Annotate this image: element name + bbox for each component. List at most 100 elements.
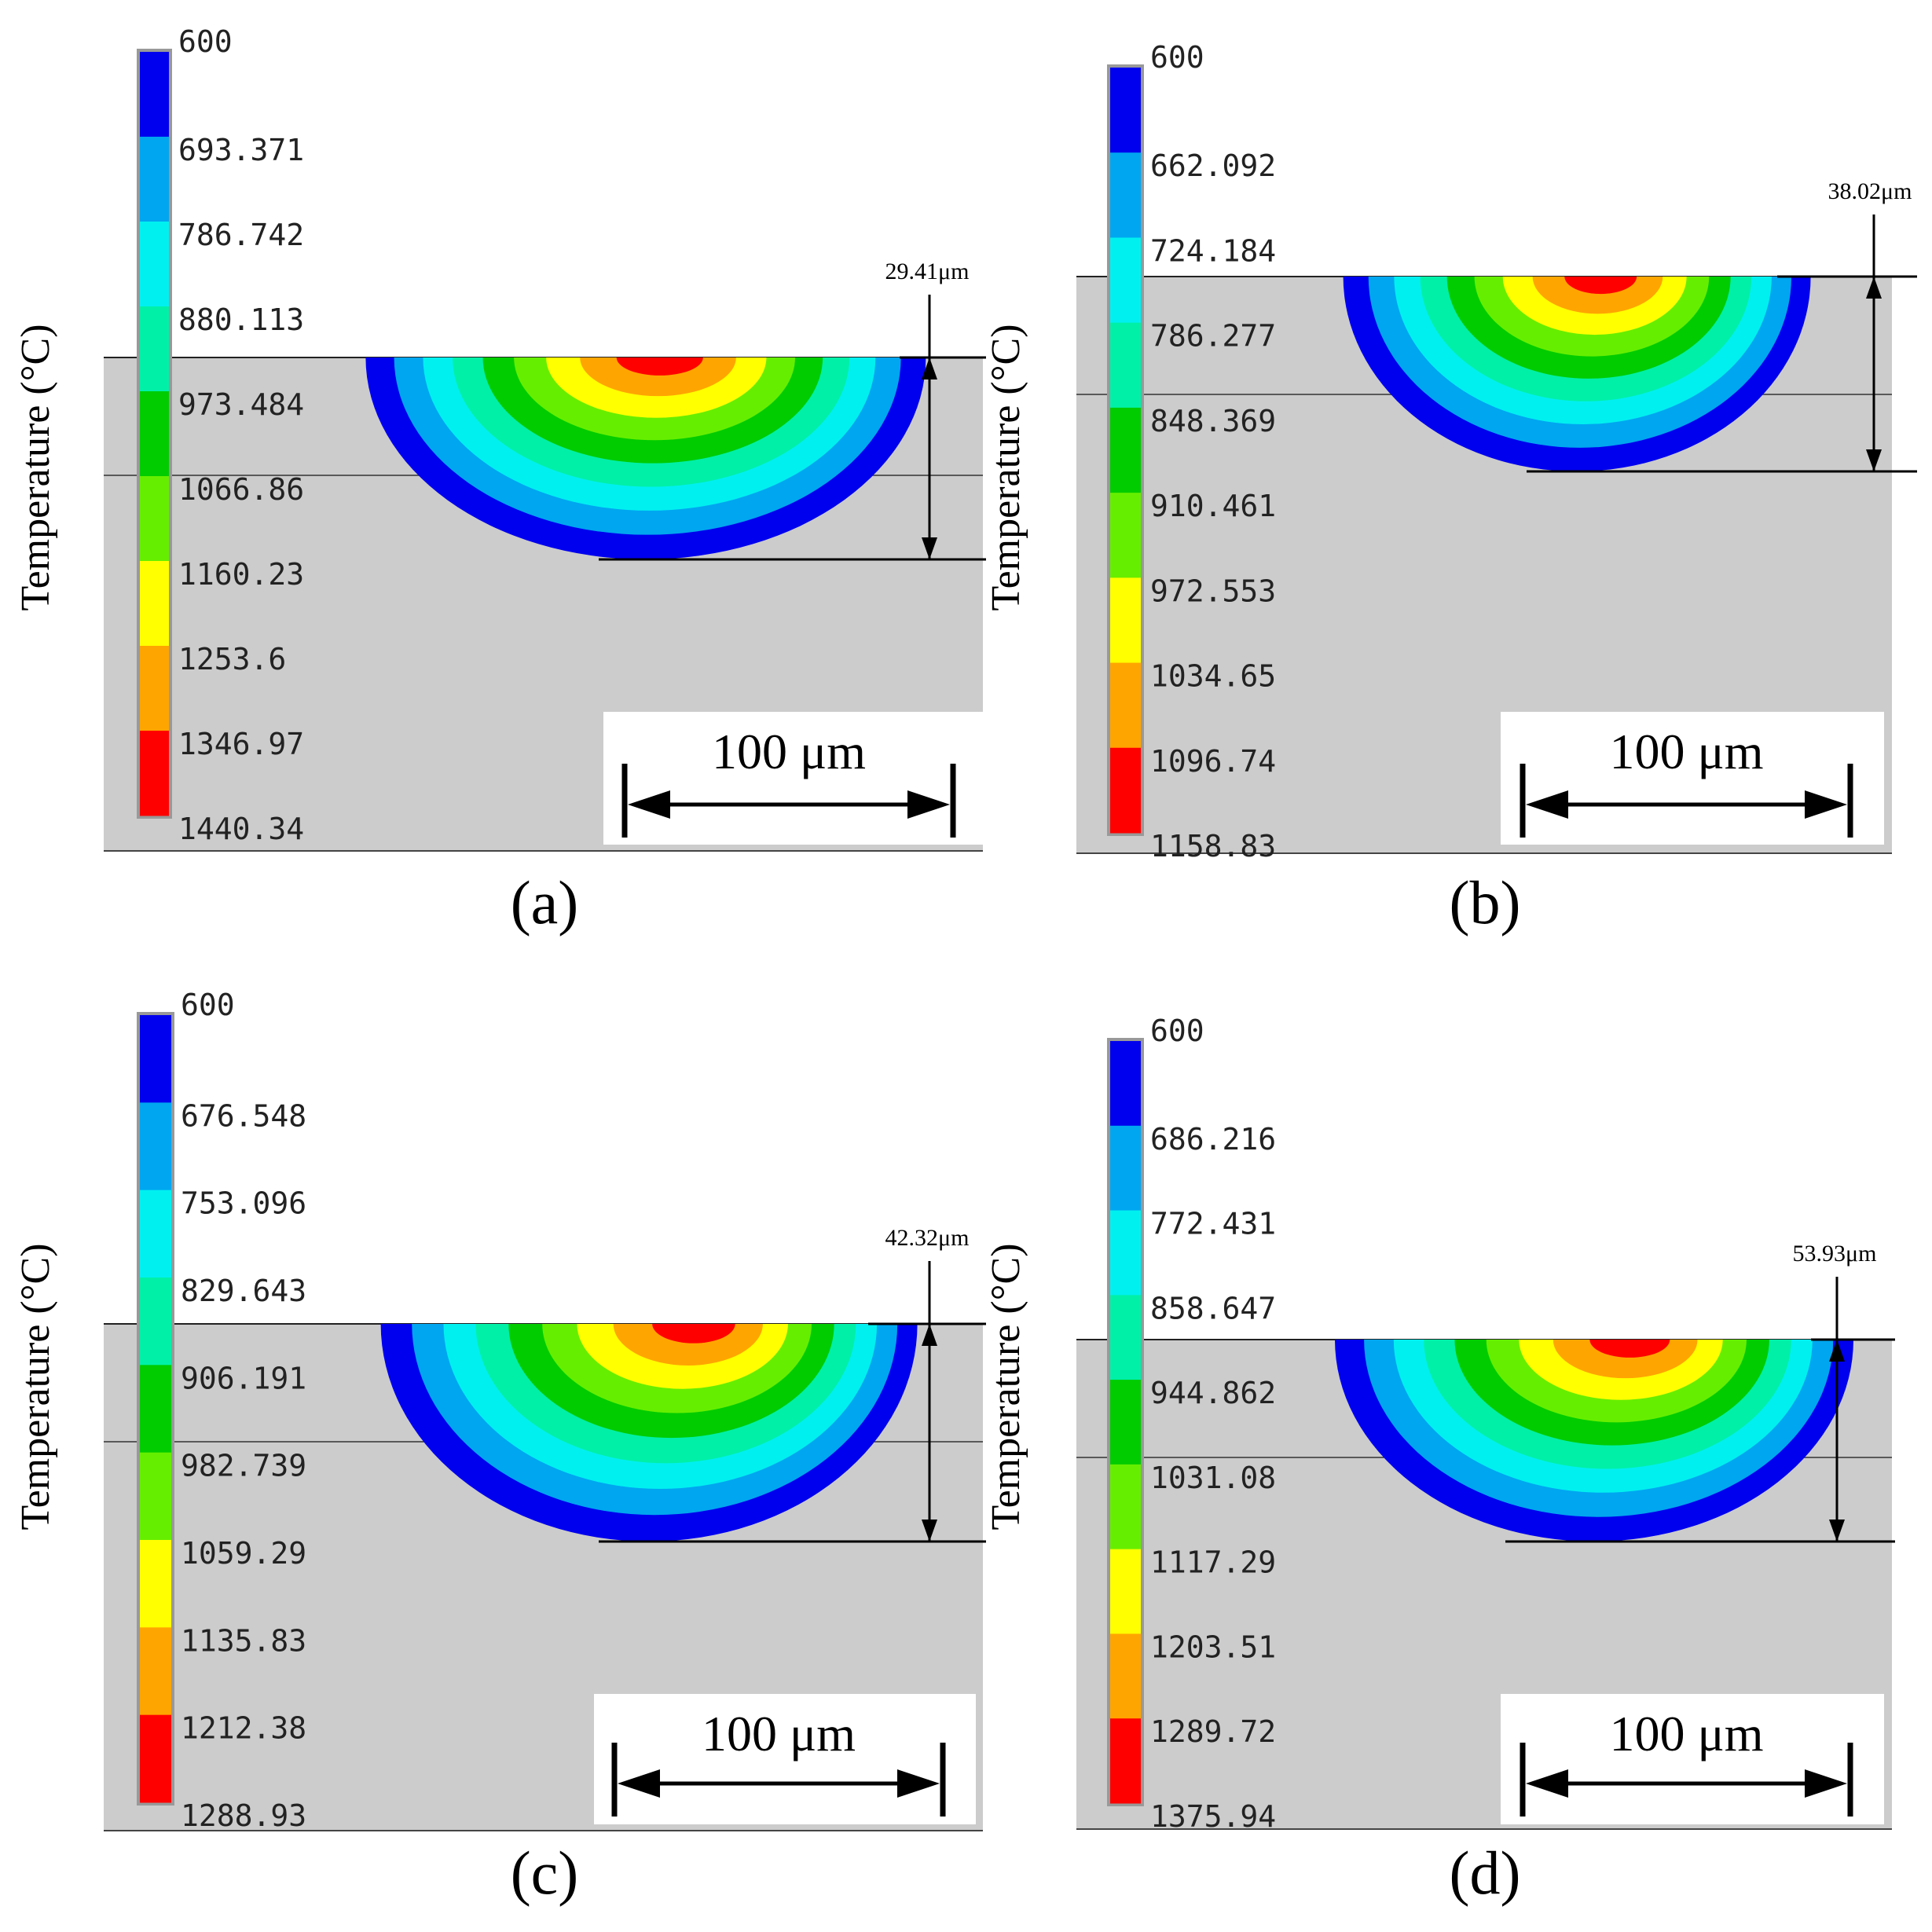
legend-tick-label: 1375.94 (1150, 1799, 1276, 1834)
legend-swatch (140, 1714, 171, 1803)
temperature-axis-label: Temperature (°C) (13, 1243, 58, 1530)
melt-pool-contour (1564, 277, 1637, 295)
depth-arrow-head-down (1866, 449, 1882, 471)
legend-tick-label: 858.647 (1150, 1291, 1276, 1325)
legend-tick-label: 973.484 (178, 387, 304, 422)
panel-label: (c) (511, 1839, 579, 1907)
legend-tick-label: 1440.34 (178, 812, 304, 846)
legend-swatch (140, 1365, 171, 1454)
panel-label: (b) (1450, 868, 1521, 937)
legend-swatch (1110, 1464, 1141, 1550)
melt-pool-contour (580, 357, 736, 397)
legend-tick-label: 1059.29 (181, 1536, 306, 1571)
melt-depth-label: 42.32μm (885, 1225, 970, 1251)
melt-depth-label: 53.93μm (1793, 1241, 1877, 1267)
legend-tick-label: 1034.65 (1150, 659, 1276, 694)
legend-tick-label: 772.431 (1150, 1207, 1276, 1241)
panel-b: 600 662.092 724.184 786.277 848.369 910.461 97… (984, 40, 1917, 937)
legend-swatch (1110, 322, 1141, 409)
legend-swatch (140, 391, 169, 477)
legend-tick-label: 972.553 (1150, 574, 1276, 608)
legend-swatch (140, 1452, 171, 1541)
scale-bar-arrow-right (1805, 790, 1847, 819)
legend-swatch (1110, 1549, 1141, 1634)
scale-bar-label: 100 μm (712, 724, 866, 779)
legend-tick-label: 600 (178, 24, 233, 59)
legend-tick-label: 1289.72 (1150, 1714, 1276, 1749)
scale-bar-arrow-left (628, 790, 670, 819)
scale-bar-box (603, 712, 984, 845)
legend-tick-label: 906.191 (181, 1361, 306, 1395)
legend-tick-label: 1203.51 (1150, 1630, 1276, 1664)
legend-tick-label: 1066.86 (178, 472, 304, 507)
scale-bar-box (594, 1694, 976, 1824)
scale-bar-label: 100 μm (1609, 724, 1763, 779)
legend-swatch (140, 1627, 171, 1716)
legend-swatch (1110, 493, 1141, 578)
panel-a: 600 693.371 786.742 880.113 973.484 1066.86 11… (13, 24, 986, 937)
legend-tick-label: 982.739 (181, 1449, 306, 1483)
scale-bar-label: 100 μm (1609, 1706, 1763, 1762)
legend-tick-label: 1212.38 (181, 1711, 306, 1746)
legend-tick-label: 1160.23 (178, 557, 304, 592)
legend-swatch (1110, 152, 1141, 238)
legend-swatch (140, 1190, 171, 1278)
panel-label: (a) (511, 868, 579, 937)
legend-swatch (1110, 237, 1141, 324)
legend-swatch (140, 646, 169, 731)
legend-swatch (1110, 1380, 1141, 1465)
legend-swatch (140, 137, 169, 222)
legend-tick-label: 880.113 (178, 302, 304, 337)
legend-swatch (140, 52, 169, 137)
legend-swatch (140, 731, 169, 816)
panel-c: 600 676.548 753.096 829.643 906.191 982.739 10… (13, 988, 986, 1907)
legend-tick-label: 1158.83 (1150, 829, 1276, 863)
scale-bar-arrow-right (907, 790, 950, 819)
legend-tick-label: 600 (1150, 1014, 1204, 1048)
legend-swatch (1110, 1633, 1141, 1719)
scale-bar-label: 100 μm (702, 1706, 856, 1762)
temperature-axis-label: Temperature (°C) (13, 324, 58, 610)
melt-pool-contour (652, 1324, 735, 1344)
legend-tick-label: 786.277 (1150, 319, 1276, 354)
legend-swatch (140, 222, 169, 307)
legend-swatch (140, 561, 169, 647)
melt-pool-contour (616, 357, 703, 376)
legend-tick-label: 600 (181, 988, 235, 1022)
legend-tick-label: 1253.6 (178, 642, 286, 676)
legend-swatch (1110, 1718, 1141, 1804)
scale-bar-arrow-left (618, 1769, 660, 1798)
legend-swatch (1110, 407, 1141, 493)
panel-d: 600 686.216 772.431 858.647 944.862 1031.08 11… (984, 1014, 1895, 1907)
melt-depth-label: 29.41μm (885, 258, 970, 284)
depth-arrow-head-up (922, 357, 937, 379)
legend-tick-label: 662.092 (1150, 148, 1276, 183)
legend-tick-label: 1117.29 (1150, 1545, 1276, 1580)
depth-arrow-head-up (1829, 1340, 1845, 1362)
legend-swatch (140, 1015, 171, 1103)
legend-tick-label: 724.184 (1150, 233, 1276, 268)
legend-swatch (1110, 1125, 1141, 1212)
legend-tick-label: 600 (1150, 40, 1204, 75)
legend-swatch (1110, 1210, 1141, 1296)
legend-tick-label: 848.369 (1150, 404, 1276, 438)
depth-arrow-head-down (922, 1520, 937, 1542)
legend-tick-label: 910.461 (1150, 489, 1276, 523)
depth-arrow-head-down (922, 537, 937, 559)
scale-bar-arrow-left (1526, 1769, 1568, 1798)
legend-tick-label: 786.742 (178, 218, 304, 252)
legend-tick-label: 1031.08 (1150, 1461, 1276, 1495)
depth-arrow-head-down (1829, 1520, 1845, 1542)
legend-swatch (140, 1540, 171, 1628)
legend-swatch (1110, 747, 1141, 834)
depth-arrow-head-up (1866, 277, 1882, 299)
legend-tick-label: 1135.83 (181, 1623, 306, 1658)
legend-swatch (140, 1102, 171, 1191)
legend-tick-label: 676.548 (181, 1098, 306, 1133)
legend-swatch (1110, 577, 1141, 664)
legend-tick-label: 753.096 (181, 1186, 306, 1221)
melt-pool-contour (1589, 1340, 1670, 1358)
melt-depth-label: 38.02μm (1828, 178, 1912, 204)
legend-swatch (140, 1278, 171, 1366)
